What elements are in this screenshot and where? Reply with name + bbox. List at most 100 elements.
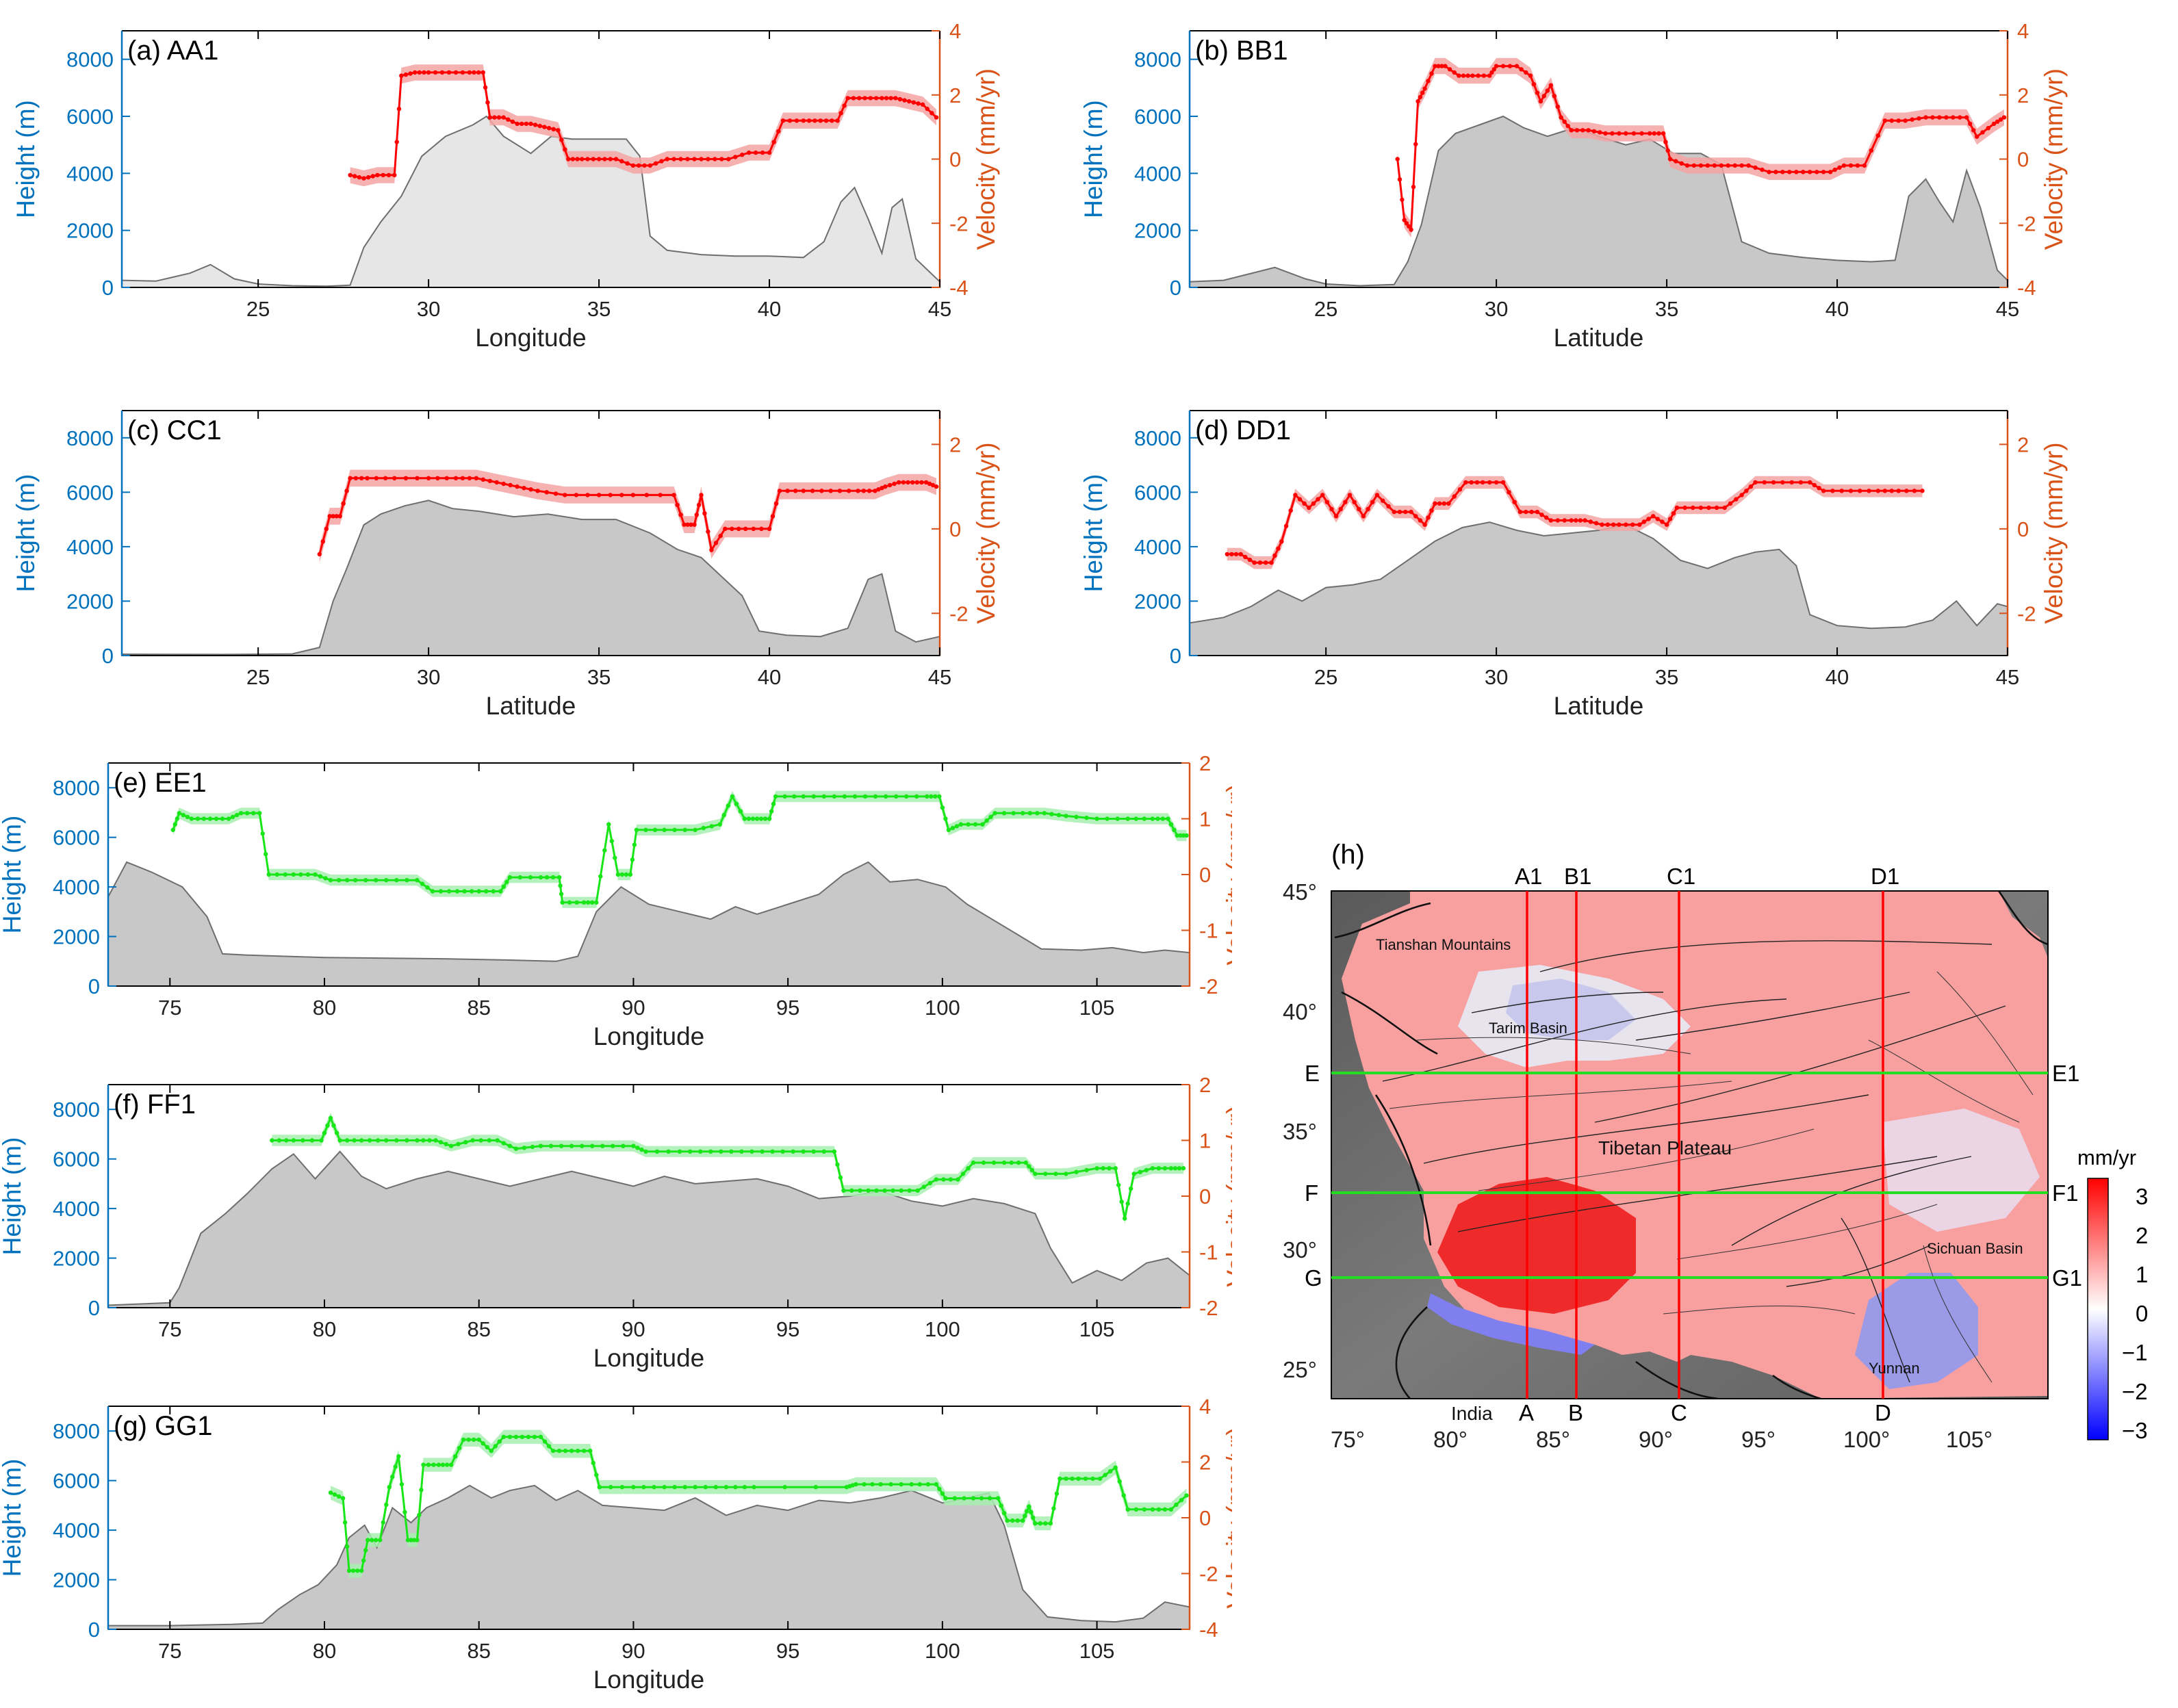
- velocity-point: [1307, 505, 1311, 510]
- map-xtick: 85°: [1536, 1427, 1570, 1452]
- velocity-point: [590, 900, 595, 905]
- velocity-point: [538, 1143, 543, 1148]
- velocity-point: [608, 157, 613, 161]
- velocity-point: [862, 794, 868, 799]
- velocity-point: [619, 872, 625, 877]
- velocity-point: [520, 121, 524, 127]
- velocity-point: [1243, 554, 1248, 560]
- velocity-point: [544, 875, 550, 880]
- velocity-point: [1125, 1201, 1130, 1206]
- velocity-point: [897, 96, 903, 102]
- velocity-point: [1107, 1468, 1113, 1474]
- velocity-point: [1381, 498, 1385, 503]
- velocity-point: [575, 157, 580, 161]
- label-A1: A1: [1515, 864, 1542, 889]
- velocity-point: [1272, 553, 1277, 558]
- y-left-tick-label: 2000: [53, 1247, 100, 1271]
- velocity-point: [334, 514, 339, 519]
- velocity-point: [966, 822, 971, 827]
- x-tick-label: 40: [1825, 665, 1849, 689]
- y-right-tick-label: 0: [949, 148, 961, 172]
- y-right-tick-label: 2: [949, 83, 961, 107]
- velocity-point: [1674, 159, 1678, 164]
- velocity-point: [574, 900, 579, 905]
- velocity-point: [319, 1138, 324, 1143]
- velocity-point: [708, 1149, 713, 1154]
- velocity-point: [551, 127, 556, 131]
- velocity-point: [992, 811, 997, 816]
- velocity-point: [821, 794, 827, 799]
- velocity-point: [1038, 1521, 1043, 1526]
- velocity-point: [615, 872, 621, 877]
- x-tick-label: 45: [1996, 297, 2019, 321]
- y-axis-label-height: Height (m): [12, 474, 40, 593]
- velocity-point: [887, 482, 893, 488]
- velocity-point: [1753, 165, 1758, 170]
- velocity-point: [1661, 131, 1666, 136]
- velocity-point: [954, 824, 960, 829]
- velocity-point: [1457, 487, 1463, 492]
- velocity-point: [1352, 500, 1357, 504]
- velocity-point: [392, 476, 397, 480]
- velocity-point: [270, 1138, 274, 1143]
- velocity-point: [780, 118, 786, 123]
- panel-title: (c) CC1: [127, 415, 222, 445]
- velocity-point: [1094, 1166, 1099, 1171]
- map-xtick: 75°: [1331, 1427, 1365, 1452]
- velocity-point: [1090, 1476, 1095, 1481]
- velocity-point: [971, 1160, 976, 1165]
- velocity-point: [328, 878, 333, 883]
- velocity-point: [713, 541, 719, 545]
- velocity-point: [1001, 1511, 1007, 1516]
- velocity-point: [857, 96, 862, 101]
- velocity-point: [801, 489, 806, 493]
- velocity-point: [483, 85, 488, 90]
- y-left-tick-label: 6000: [66, 480, 114, 504]
- velocity-point: [1333, 514, 1339, 519]
- velocity-point: [794, 118, 799, 123]
- velocity-point: [801, 118, 806, 123]
- place-yunnan: Yunnan: [1869, 1360, 1920, 1377]
- velocity-point: [264, 851, 268, 857]
- velocity-point: [876, 487, 881, 492]
- y-axis-label-height: Height (m): [1079, 100, 1107, 218]
- velocity-point: [980, 822, 985, 827]
- velocity-point: [328, 1490, 333, 1495]
- velocity-point: [1848, 489, 1854, 493]
- velocity-point: [941, 1177, 946, 1182]
- y-right-tick-label: 0: [1199, 1185, 1211, 1208]
- velocity-point: [648, 163, 652, 168]
- velocity-point: [474, 476, 478, 480]
- velocity-point: [619, 493, 624, 497]
- velocity-point: [910, 480, 915, 485]
- velocity-point: [1162, 1166, 1168, 1171]
- velocity-point: [1528, 73, 1533, 78]
- panel-title: (e) EE1: [114, 768, 207, 798]
- velocity-point: [298, 872, 303, 877]
- y-left-tick-label: 6000: [66, 105, 114, 129]
- velocity-point: [508, 482, 513, 488]
- y-right-tick-label: 0: [1199, 863, 1211, 887]
- velocity-point: [672, 827, 677, 832]
- x-tick-label: 30: [417, 297, 440, 321]
- velocity-point: [940, 1491, 945, 1496]
- borders: [1334, 891, 2048, 1399]
- velocity-point: [507, 1143, 513, 1148]
- velocity-point: [1910, 117, 1914, 122]
- velocity-point: [399, 73, 404, 78]
- y-axis-label-velocity: Velocity (mm/yr): [2040, 442, 2068, 623]
- velocity-point: [1107, 1166, 1112, 1171]
- velocity-point: [1452, 70, 1457, 75]
- x-tick-label: 80: [313, 1639, 336, 1663]
- velocity-point: [417, 1512, 422, 1518]
- velocity-point: [773, 501, 779, 506]
- y-axis-label-height: Height (m): [12, 100, 40, 218]
- x-tick-label: 85: [467, 1317, 490, 1341]
- velocity-point: [719, 157, 724, 161]
- velocity-point: [1343, 500, 1348, 504]
- velocity-point: [487, 115, 492, 120]
- x-tick-label: 25: [1314, 297, 1337, 321]
- velocity-point: [1031, 1515, 1036, 1521]
- velocity-point: [1896, 118, 1901, 123]
- velocity-point: [439, 70, 445, 75]
